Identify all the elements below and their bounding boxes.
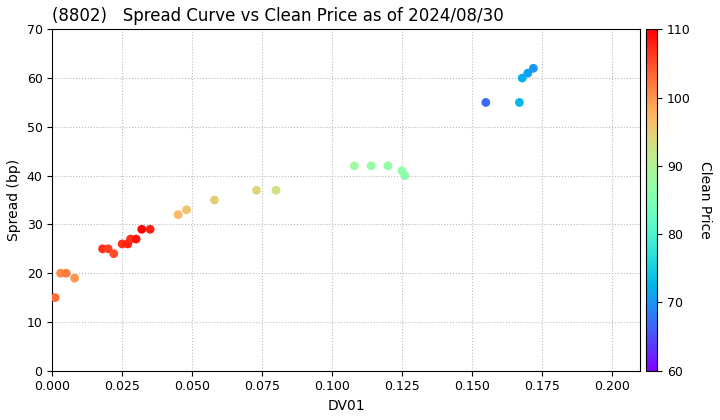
Point xyxy=(172,211,184,218)
Point xyxy=(528,65,539,72)
Point xyxy=(181,206,192,213)
Point xyxy=(60,270,72,276)
Point xyxy=(251,187,262,194)
Point xyxy=(209,197,220,203)
Point xyxy=(117,241,128,247)
Point xyxy=(125,236,136,242)
Text: (8802)   Spread Curve vs Clean Price as of 2024/08/30: (8802) Spread Curve vs Clean Price as of… xyxy=(53,7,504,25)
Point xyxy=(136,226,148,233)
Point xyxy=(348,163,360,169)
Point xyxy=(102,245,114,252)
X-axis label: DV01: DV01 xyxy=(327,399,365,413)
Point xyxy=(122,241,133,247)
Point xyxy=(365,163,377,169)
Point xyxy=(396,168,408,174)
Point xyxy=(513,99,525,106)
Point xyxy=(49,294,60,301)
Point xyxy=(69,275,81,281)
Point xyxy=(108,250,120,257)
Y-axis label: Clean Price: Clean Price xyxy=(698,161,711,239)
Y-axis label: Spread (bp): Spread (bp) xyxy=(7,159,21,241)
Point xyxy=(55,270,66,276)
Point xyxy=(96,245,108,252)
Point xyxy=(382,163,394,169)
Point xyxy=(145,226,156,233)
Point xyxy=(480,99,492,106)
Point xyxy=(399,172,410,179)
Point xyxy=(516,75,528,81)
Point xyxy=(270,187,282,194)
Point xyxy=(522,70,534,76)
Point xyxy=(130,236,142,242)
